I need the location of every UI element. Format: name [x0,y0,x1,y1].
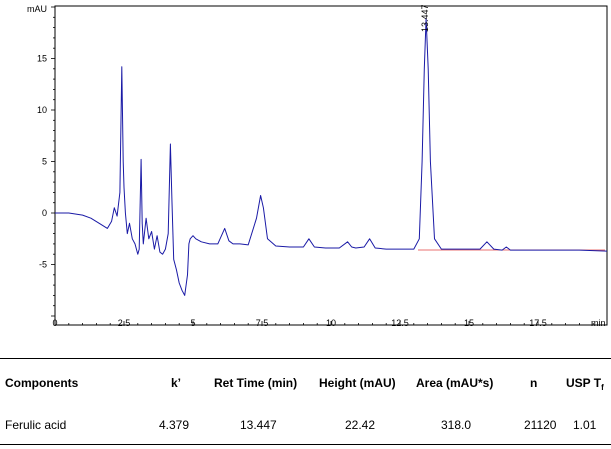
cell-n: 21120 [524,418,557,432]
cell-usp-tailing: 1.01 [573,418,597,432]
chromatogram-chart: -5 0 5 10 15 0 2.5 5 7.5 10 12.5 15 17.5 mAU min 13… [27,4,608,328]
header-usp-tailing: USP Tf [566,376,604,392]
x-tick-label: 2.5 [118,318,131,328]
cell-height: 22.42 [345,418,376,432]
cell-area: 318.0 [441,418,472,432]
x-tick-label: 15 [464,318,474,328]
x-tick-label: 12.5 [391,318,409,328]
header-area: Area (mAU*s) [416,376,494,390]
x-tick-label: 17.5 [529,318,547,328]
cell-k: 4.379 [159,418,190,432]
header-ret-time: Ret Time (min) [214,376,298,390]
x-tick-label: 10 [326,318,336,328]
header-height: Height (mAU) [319,376,396,390]
table-bottom-rule [0,444,611,445]
x-tick-label: 0 [52,318,57,328]
x-axis-label: min [591,318,606,328]
header-components: Components [5,376,79,390]
plot-frame [54,5,608,326]
chromatogram-trace [55,17,608,296]
header-n: n [530,376,538,390]
x-tick-label: 7.5 [256,318,269,328]
y-tick-label: 15 [37,54,47,64]
y-axis: -5 0 5 10 15 [37,6,55,317]
header-usp-t: USP T [566,376,602,390]
y-tick-label: 5 [42,157,47,167]
y-axis-label: mAU [27,4,47,14]
peak-retention-label: 13.447 [420,4,430,32]
y-tick-label: -5 [39,260,47,270]
cell-ret-time: 13.447 [240,418,277,432]
table-top-rule [0,358,611,359]
y-tick-label: 0 [42,208,47,218]
x-axis: 0 2.5 5 7.5 10 12.5 15 17.5 [52,318,608,328]
header-usp-t-subscript: f [601,383,604,392]
x-tick-label: 5 [190,318,195,328]
cell-component: Ferulic acid [5,418,67,432]
header-k: k’ [171,376,182,390]
y-tick-label: 10 [37,105,47,115]
